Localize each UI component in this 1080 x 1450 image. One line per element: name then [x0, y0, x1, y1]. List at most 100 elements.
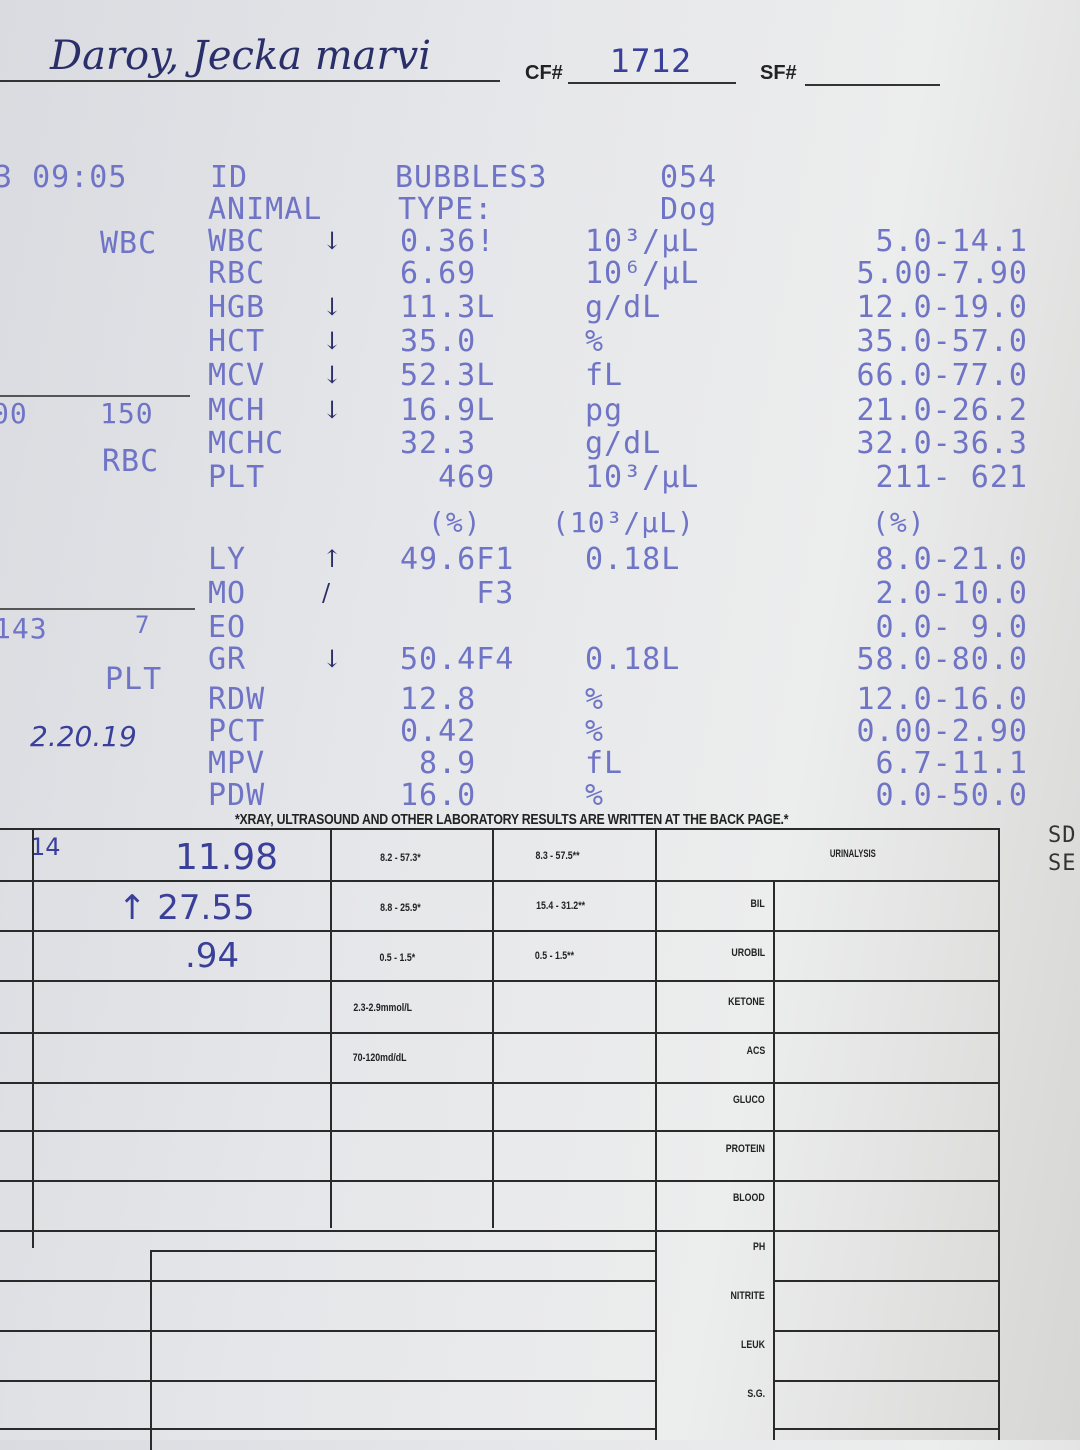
result-value: 6.69 [400, 256, 477, 291]
table-rule [0, 930, 1000, 932]
result-range: 0.00-2.90 [856, 714, 1028, 749]
urinalysis-value-cell[interactable] [776, 1325, 996, 1369]
table-rule [773, 1330, 1000, 1332]
result-value: F3 [400, 576, 515, 611]
table-rule [492, 828, 494, 1228]
handwritten-arrow-icon: ↓ [322, 396, 343, 424]
result-unit: % [585, 714, 605, 749]
urinalysis-label-leuk: LEUK [741, 1339, 765, 1351]
reference-range-a: 8.2 - 57.3* [380, 852, 421, 864]
handwritten-arrow-icon: ↑ [322, 545, 343, 573]
result-range: 5.0-14.1 [875, 224, 1028, 259]
table-rule [655, 828, 657, 1440]
chem-value-2: ↑ 27.55 [118, 888, 255, 928]
urinalysis-value-cell[interactable] [776, 1276, 996, 1320]
table-rule [32, 828, 34, 1248]
table-rule [0, 1428, 655, 1430]
result-range: 32.0-36.3 [856, 426, 1028, 461]
result-absolute: 0.18L [585, 542, 681, 577]
urinalysis-value-cell[interactable] [776, 884, 996, 928]
reference-range-a: 2.3-2.9mmol/L [353, 1002, 413, 1014]
urinalysis-value-cell[interactable] [776, 1080, 996, 1124]
result-label: MCV [208, 358, 266, 393]
urinalysis-value-cell[interactable] [776, 1178, 996, 1222]
cf-value: 1712 [610, 42, 692, 80]
footnote: *XRAY, ULTRASOUND AND OTHER LABORATORY R… [235, 811, 789, 828]
result-label: GR [208, 642, 247, 677]
result-value: 16.0 [400, 778, 477, 813]
margin-scale-a: 00 [0, 397, 28, 430]
result-range: 35.0-57.0 [856, 324, 1028, 359]
table-rule [0, 880, 1000, 882]
margin-line [0, 395, 190, 397]
urinalysis-label-urobil: UROBIL [731, 947, 765, 959]
urinalysis-value-cell[interactable] [776, 1129, 996, 1173]
urinalysis-label-ketone: KETONE [728, 996, 765, 1008]
result-label: RDW [208, 682, 266, 717]
cf-underline [568, 82, 736, 84]
result-range: 12.0-16.0 [856, 682, 1028, 717]
edge-text-a: SD [1048, 823, 1077, 848]
id-value: BUBBLES3 [395, 160, 548, 195]
id-label: ID [210, 160, 249, 195]
handwritten-arrow-icon: ↓ [322, 227, 343, 255]
chem-value-3: .94 [185, 936, 240, 976]
table-rule [0, 1180, 1000, 1182]
sf-underline [805, 84, 940, 86]
result-range: 58.0-80.0 [856, 642, 1028, 677]
result-unit: fL [585, 358, 624, 393]
urinalysis-label-bil: BIL [750, 898, 765, 910]
urinalysis-label-ph: PH [752, 1241, 765, 1253]
reference-range-b: 15.4 - 31.2** [536, 900, 586, 912]
table-rule [998, 828, 1000, 1440]
result-range: 8.0-21.0 [875, 542, 1028, 577]
result-value: 35.0 [400, 324, 477, 359]
result-label: LY [208, 542, 247, 577]
result-unit: pg [585, 393, 624, 428]
result-value: 50.4F4 [400, 642, 515, 677]
name-underline [0, 80, 500, 82]
urinalysis-value-cell[interactable] [776, 1227, 996, 1271]
margin-plt: PLT [105, 662, 163, 697]
cf-label: CF# [525, 62, 563, 84]
result-range: 0.0-50.0 [875, 778, 1028, 813]
reference-range-a: 0.5 - 1.5* [379, 952, 416, 964]
result-range: 12.0-19.0 [856, 290, 1028, 325]
urinalysis-label-gluco: GLUCO [733, 1094, 765, 1106]
margin-143: 143 [0, 612, 48, 645]
urinalysis-label-protein: PROTEIN [725, 1143, 765, 1155]
edge-text-b: SE [1048, 851, 1077, 876]
urinalysis-label-acs: ACS [746, 1045, 765, 1057]
handwritten-arrow-icon: / [322, 579, 331, 607]
urinalysis-value-cell[interactable] [776, 1374, 996, 1418]
table-rule [0, 1130, 1000, 1132]
table-rule [773, 1380, 1000, 1382]
table-rule [0, 1230, 1000, 1232]
urinalysis-title: URINALYSIS [829, 848, 876, 860]
result-unit: 10³/µL [585, 224, 700, 259]
margin-rbc: RBC [102, 444, 160, 479]
result-unit: % [585, 324, 605, 359]
result-unit: % [585, 682, 605, 717]
result-label: WBC [208, 224, 266, 259]
table-rule [0, 1280, 655, 1282]
urinalysis-value-cell[interactable] [776, 1031, 996, 1075]
diff-header-range: (%) [872, 506, 926, 539]
result-range: 0.0- 9.0 [875, 610, 1028, 645]
result-unit: g/dL [585, 290, 662, 325]
result-unit: fL [585, 746, 624, 781]
handwritten-arrow-icon: ↓ [322, 293, 343, 321]
urinalysis-value-cell[interactable] [776, 933, 996, 977]
result-label: MCH [208, 393, 266, 428]
chem-value-1: 11.98 [175, 837, 279, 878]
print-time: 3 09:05 [0, 160, 128, 195]
type-label: TYPE: [398, 192, 494, 227]
diff-header-pct: (%) [428, 506, 482, 539]
urinalysis-value-cell[interactable] [776, 982, 996, 1026]
result-label: PCT [208, 714, 266, 749]
id-number: 054 [660, 160, 718, 195]
result-unit: 10⁶/µL [585, 256, 700, 291]
result-label: EO [208, 610, 247, 645]
margin-date: 2.20.19 [30, 720, 137, 753]
animal-type: Dog [660, 192, 718, 227]
